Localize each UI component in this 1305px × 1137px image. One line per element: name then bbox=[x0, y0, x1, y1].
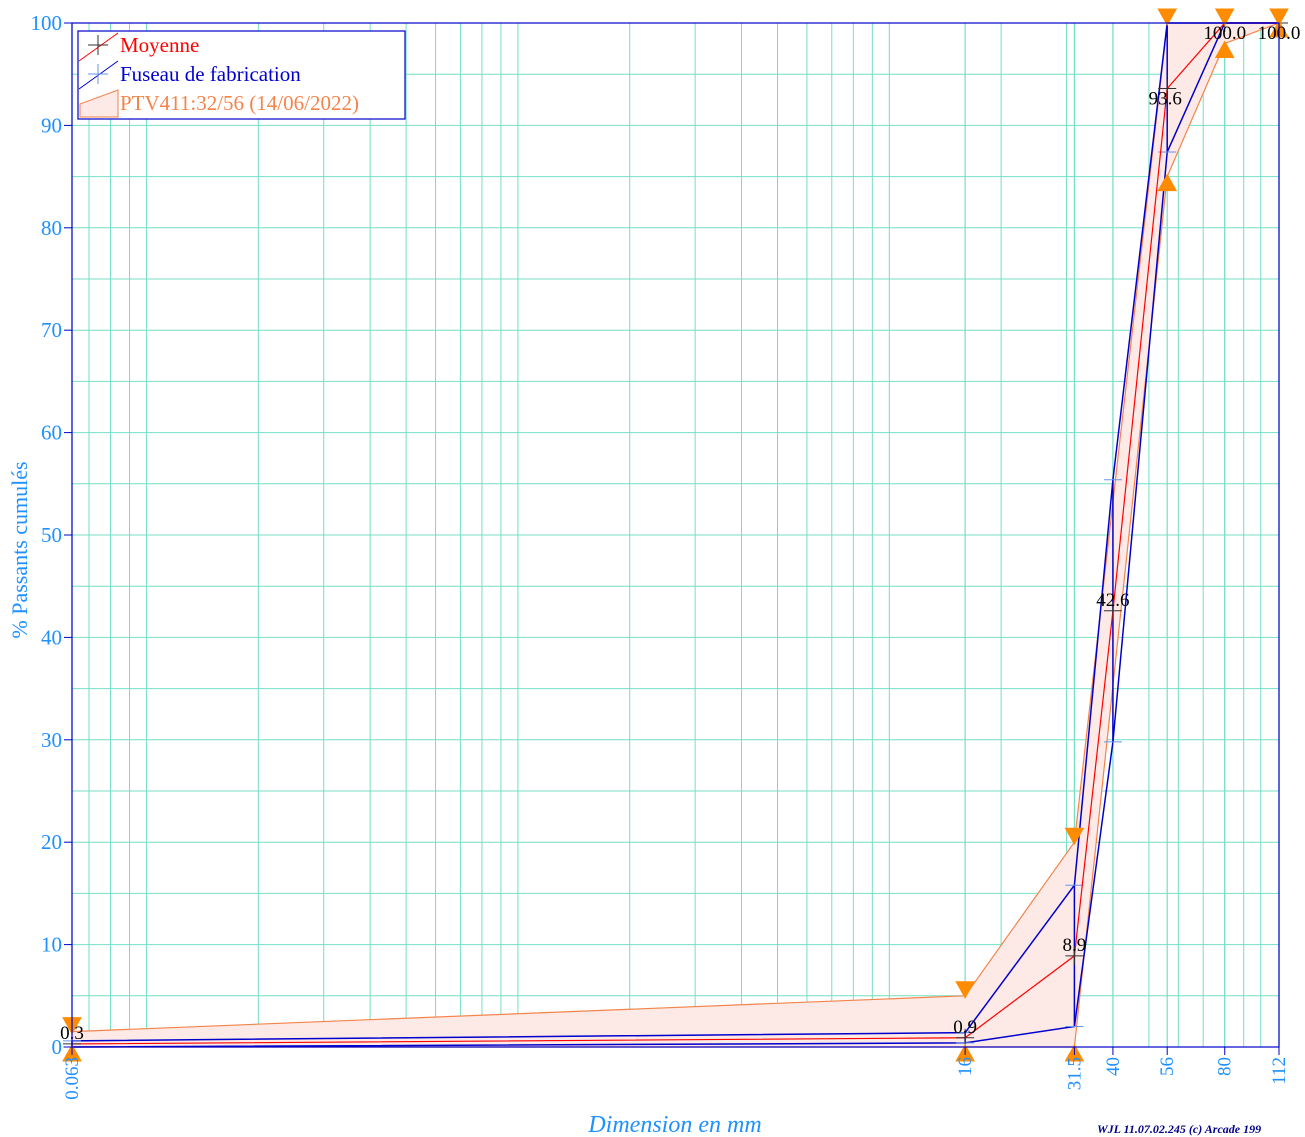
y-axis-label: % Passants cumulés bbox=[7, 461, 32, 638]
legend-label-fuseau: Fuseau de fabrication bbox=[120, 62, 301, 86]
spec-band-fill bbox=[72, 23, 1279, 1047]
fab-upper-line bbox=[71, 22, 1279, 1042]
spec-upper-marker bbox=[1214, 8, 1235, 27]
y-tick-label: 50 bbox=[41, 523, 62, 547]
y-tick-label: 0 bbox=[52, 1035, 63, 1059]
moyenne-data-label: 100.0 bbox=[1203, 23, 1246, 44]
y-tick-label: 40 bbox=[41, 625, 62, 649]
copyright-credit: WJL 11.07.02.245 (c) Arcade 199 bbox=[1097, 1122, 1261, 1136]
legend-item-fuseau: Fuseau de fabrication bbox=[78, 60, 301, 90]
y-tick-label: 90 bbox=[41, 113, 62, 137]
x-tick-label: 31.5 bbox=[1064, 1057, 1085, 1090]
y-tick-label: 20 bbox=[41, 830, 62, 854]
legend-label-moyenne: Moyenne bbox=[120, 33, 199, 57]
moyenne-data-label: 0.9 bbox=[953, 1017, 977, 1038]
y-tick-label: 10 bbox=[41, 933, 62, 957]
legend-item-moyenne: Moyenne bbox=[78, 32, 199, 62]
legend-item-specification: PTV411:32/56 (14/06/2022) bbox=[79, 89, 359, 118]
spec-upper-marker bbox=[1064, 827, 1085, 846]
moyenne-data-label: 42.6 bbox=[1096, 590, 1129, 611]
y-tick-label: 30 bbox=[41, 728, 62, 752]
spec-lower-marker bbox=[1157, 173, 1178, 192]
axis-ticks: 0 10 20 30 40 50 60 70 80 90 100 0.063 16 31.5 40 56 80 1… bbox=[31, 11, 1291, 1100]
legend-label-specification: PTV411:32/56 (14/06/2022) bbox=[120, 91, 359, 115]
x-tick-label: 56 bbox=[1157, 1057, 1178, 1076]
x-tick-label: 80 bbox=[1215, 1057, 1236, 1076]
x-tick-label: 40 bbox=[1103, 1057, 1124, 1076]
spec-upper-marker bbox=[955, 981, 975, 999]
x-tick-label: 16 bbox=[955, 1057, 976, 1076]
moyenne-data-label: 8.9 bbox=[1063, 935, 1087, 956]
x-tick-label: 0.063 bbox=[62, 1057, 83, 1100]
y-tick-label: 70 bbox=[41, 318, 62, 342]
spec-upper-line bbox=[71, 22, 1279, 1033]
moyenne-series bbox=[63, 14, 1288, 1053]
spec-upper-marker bbox=[1269, 8, 1289, 27]
x-axis-label: Dimension en mm bbox=[587, 1112, 761, 1137]
moyenne-data-label: 93.6 bbox=[1149, 89, 1182, 110]
legend: Moyenne Fuseau de fabrication PTV411:32/… bbox=[77, 30, 406, 120]
y-tick-label: 60 bbox=[41, 421, 62, 445]
x-tick-label: 112 bbox=[1269, 1057, 1290, 1085]
grid bbox=[71, 22, 1280, 1048]
spec-lower-marker bbox=[1214, 40, 1235, 58]
spec-upper-marker bbox=[1157, 8, 1178, 27]
y-tick-label: 100 bbox=[31, 11, 63, 35]
y-tick-label: 80 bbox=[41, 216, 62, 240]
